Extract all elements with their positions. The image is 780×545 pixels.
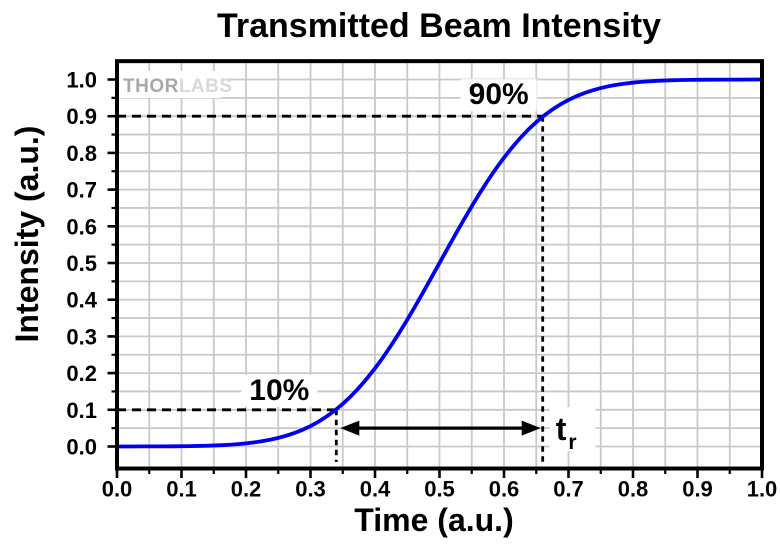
x-tick-label: 0.2 — [231, 477, 262, 502]
y-tick-label: 0.1 — [66, 398, 97, 423]
label-90-bg — [460, 79, 537, 112]
x-tick-label: 0.6 — [489, 477, 520, 502]
rise-time-label: tr — [556, 411, 577, 454]
rise-time-arrow — [340, 420, 541, 436]
x-tick-label: 0.1 — [166, 477, 197, 502]
watermark-text: THORLABS — [123, 76, 233, 97]
watermark: THORLABS — [119, 71, 233, 98]
rise-time-label-main: t — [556, 411, 567, 447]
label-10: 10% — [249, 374, 309, 407]
watermark-thor: THOR — [123, 76, 179, 97]
y-tick-label: 0.3 — [66, 324, 97, 349]
label-10-group: 10% — [241, 374, 318, 407]
x-tick-label: 0.0 — [102, 477, 133, 502]
y-tick-label: 0.5 — [66, 251, 97, 276]
y-tick-label: 0.8 — [66, 141, 97, 166]
x-tick-label: 0.9 — [682, 477, 713, 502]
x-tick-label: 0.3 — [295, 477, 326, 502]
watermark-labs: LABS — [179, 76, 233, 97]
gridlines — [117, 61, 762, 469]
y-tick-label: 0.7 — [66, 178, 97, 203]
x-tick-label: 0.7 — [553, 477, 584, 502]
y-tick-label: 0.0 — [66, 435, 97, 460]
arrow-head-left — [340, 420, 360, 436]
rise-time-label-group: tr — [549, 407, 596, 454]
label-90: 90% — [469, 78, 529, 111]
x-tick-label: 0.4 — [360, 477, 391, 502]
y-tick-label: 0.2 — [66, 361, 97, 386]
rise-time-label-bg — [549, 407, 596, 452]
x-tick-label: 1.0 — [747, 477, 778, 502]
watermark-bg — [119, 71, 221, 98]
rise-time-label-sub: r — [568, 431, 576, 454]
intensity-curve-layer — [115, 77, 764, 449]
chart-title: Transmitted Beam Intensity — [217, 7, 661, 45]
label-10-bg — [241, 374, 318, 407]
y-axis-title: Intensity (a.u.) — [9, 126, 45, 343]
y-tick-label: 0.4 — [66, 288, 97, 313]
y-tick-label: 1.0 — [66, 68, 97, 93]
x-tick-label: 0.5 — [424, 477, 455, 502]
y-tick-label: 0.9 — [66, 104, 97, 129]
y-tick-label: 0.6 — [66, 214, 97, 239]
x-axis-title: Time (a.u.) — [354, 502, 513, 538]
tick-labels: 0.0 0.1 0.2 0.3 0.4 0.5 0.6 0.7 0.8 0.9 1.0 0.0 0.1 0… — [66, 68, 777, 502]
intensity-curve — [115, 77, 764, 449]
x-tick-label: 0.8 — [618, 477, 649, 502]
threshold-dashed-lines — [117, 114, 545, 462]
arrow-head-right — [521, 420, 541, 436]
label-90-group: 90% — [460, 78, 537, 112]
axis-ticks — [107, 78, 764, 479]
